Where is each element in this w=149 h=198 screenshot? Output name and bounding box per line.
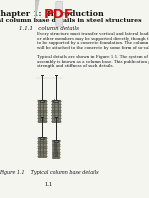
Bar bbox=[52, 140, 59, 158]
Text: PDF: PDF bbox=[44, 8, 74, 21]
Text: 1.1  Practical column base details in steel structures: 1.1 Practical column base details in ste… bbox=[0, 18, 141, 23]
Text: strength and stiffness of such details.: strength and stiffness of such details. bbox=[37, 64, 114, 68]
Bar bbox=[38, 100, 46, 122]
Bar bbox=[53, 100, 58, 102]
Text: Chapter 1:  Introduction: Chapter 1: Introduction bbox=[0, 10, 104, 18]
Text: Figure 1.1    Typical column base details: Figure 1.1 Typical column base details bbox=[0, 170, 99, 175]
Text: will be attached to the concrete by some form of so-called 'holding down' assemb: will be attached to the concrete by some… bbox=[37, 46, 149, 50]
Bar bbox=[38, 137, 46, 157]
Text: 1.1: 1.1 bbox=[45, 182, 53, 187]
Bar bbox=[40, 100, 44, 102]
Text: Every structure must transfer vertical and lateral loads to the supports. In som: Every structure must transfer vertical a… bbox=[37, 32, 149, 36]
Bar bbox=[40, 137, 44, 138]
FancyBboxPatch shape bbox=[56, 2, 63, 27]
Bar bbox=[54, 140, 58, 142]
Polygon shape bbox=[35, 0, 39, 22]
Text: 1.1.1   column details: 1.1.1 column details bbox=[19, 26, 79, 30]
Text: or other members may be supported directly, though the most common system is for: or other members may be supported direct… bbox=[37, 37, 149, 41]
Bar bbox=[52, 100, 60, 122]
Text: assembly is known as a column base. This publication presents rules for determin: assembly is known as a column base. This… bbox=[37, 60, 149, 64]
Text: Typical details are shown in Figure 1.1. The system of column, baseplate and hol: Typical details are shown in Figure 1.1.… bbox=[37, 55, 149, 59]
Text: to be supported by a concrete foundation. The column will be connected to a base: to be supported by a concrete foundation… bbox=[37, 41, 149, 45]
